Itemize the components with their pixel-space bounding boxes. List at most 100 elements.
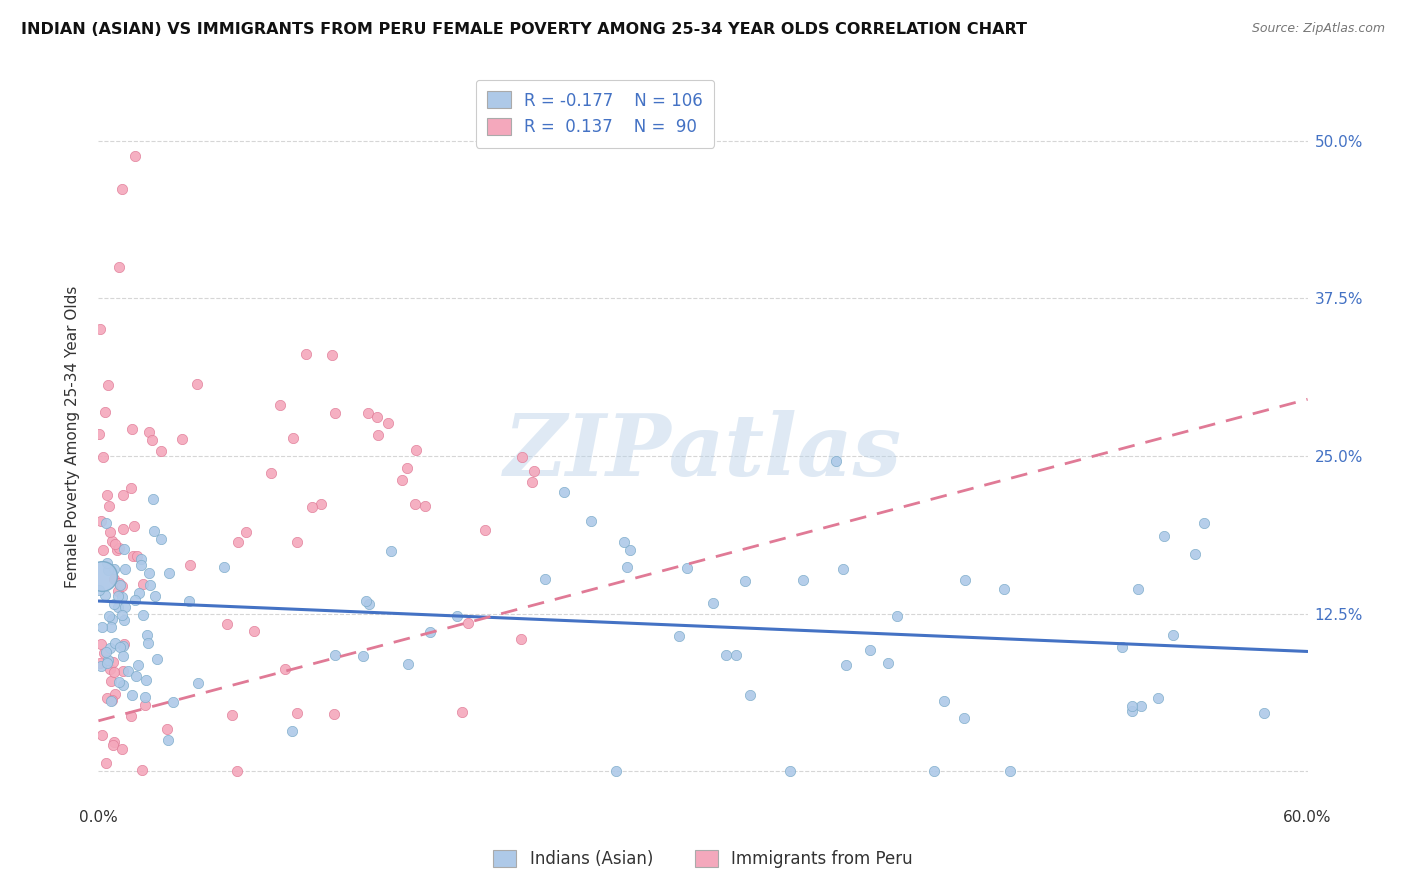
Point <box>226 764 249 779</box>
Point <box>170 432 193 446</box>
Point <box>108 578 131 592</box>
Point <box>1128 582 1150 596</box>
Point <box>131 764 153 778</box>
Point <box>1184 547 1206 561</box>
Point <box>104 537 127 551</box>
Text: ZIPatlas: ZIPatlas <box>503 410 903 493</box>
Point <box>103 665 125 679</box>
Point <box>1153 529 1175 543</box>
Point <box>380 543 402 558</box>
Point <box>953 711 976 725</box>
Point <box>510 450 533 465</box>
Point <box>523 464 546 478</box>
Point <box>998 764 1021 779</box>
Point <box>96 756 118 770</box>
Point <box>108 260 131 274</box>
Point <box>886 609 908 624</box>
Point <box>1163 627 1185 641</box>
Point <box>114 600 136 615</box>
Point <box>367 427 389 442</box>
Point <box>124 592 146 607</box>
Point <box>94 588 117 602</box>
Point <box>122 549 145 564</box>
Point <box>924 764 946 779</box>
Point <box>108 576 131 591</box>
Point <box>93 646 115 660</box>
Point <box>94 645 117 659</box>
Point <box>125 668 148 682</box>
Point <box>107 599 129 614</box>
Point <box>96 556 118 570</box>
Point <box>668 629 690 643</box>
Point <box>132 607 155 622</box>
Point <box>136 635 159 649</box>
Point <box>377 417 399 431</box>
Point <box>353 648 375 663</box>
Point <box>112 542 135 557</box>
Point <box>1147 690 1170 705</box>
Point <box>932 694 955 708</box>
Point <box>91 543 114 558</box>
Point <box>702 596 724 610</box>
Point <box>89 426 111 441</box>
Point <box>734 574 756 589</box>
Point <box>359 597 381 611</box>
Point <box>134 698 156 713</box>
Point <box>260 466 283 480</box>
Point <box>792 573 814 587</box>
Point <box>413 499 436 513</box>
Point <box>138 566 160 580</box>
Point <box>396 657 419 672</box>
Point <box>1194 516 1216 531</box>
Point <box>121 422 143 436</box>
Point <box>136 628 159 642</box>
Point <box>1253 706 1275 721</box>
Point <box>714 648 737 662</box>
Point <box>135 673 157 687</box>
Point <box>112 613 135 627</box>
Point <box>242 624 264 638</box>
Point <box>156 733 179 747</box>
Point <box>91 450 114 464</box>
Point <box>235 525 257 540</box>
Point <box>676 560 699 574</box>
Point <box>534 572 557 586</box>
Point <box>226 534 249 549</box>
Point <box>779 764 801 779</box>
Point <box>221 707 243 722</box>
Point <box>724 648 747 662</box>
Point <box>179 558 201 572</box>
Point <box>616 559 638 574</box>
Point <box>112 678 135 692</box>
Point <box>212 560 235 574</box>
Point <box>97 378 120 392</box>
Point <box>103 572 125 586</box>
Point <box>579 514 602 528</box>
Point <box>111 181 134 195</box>
Point <box>405 442 427 457</box>
Y-axis label: Female Poverty Among 25-34 Year Olds: Female Poverty Among 25-34 Year Olds <box>65 286 80 588</box>
Point <box>138 425 160 439</box>
Point <box>110 608 132 623</box>
Point <box>177 594 200 608</box>
Point <box>217 617 239 632</box>
Point <box>859 643 882 657</box>
Point <box>143 589 166 603</box>
Point <box>404 497 426 511</box>
Point <box>107 674 129 689</box>
Point <box>131 558 153 573</box>
Point <box>323 648 346 662</box>
Point <box>103 735 125 749</box>
Point <box>446 609 468 624</box>
Point <box>120 482 142 496</box>
Point <box>395 461 418 475</box>
Point <box>366 410 388 425</box>
Text: Source: ZipAtlas.com: Source: ZipAtlas.com <box>1251 22 1385 36</box>
Point <box>139 578 162 592</box>
Point <box>1121 698 1143 713</box>
Point <box>740 688 762 702</box>
Point <box>295 347 318 361</box>
Point <box>155 722 177 736</box>
Point <box>451 706 474 720</box>
Point <box>94 516 117 530</box>
